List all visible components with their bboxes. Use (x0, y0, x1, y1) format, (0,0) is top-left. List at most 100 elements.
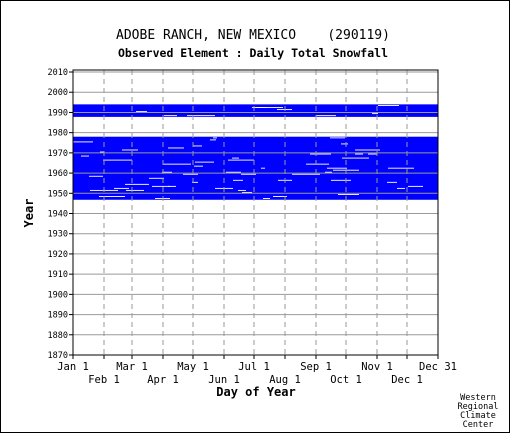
y-tick-label-1970: 1970 (48, 149, 68, 159)
x-tick-label-upper-0: Jan 1 (57, 361, 89, 373)
missing-gap (387, 181, 397, 183)
missing-gap (292, 173, 320, 175)
missing-gap (164, 115, 177, 117)
missing-gap (331, 179, 351, 181)
missing-gap (226, 171, 241, 173)
data-row-1975 (73, 140, 438, 144)
data-row-1951 (73, 189, 438, 192)
data-row-1971 (73, 148, 438, 152)
missing-gap (242, 191, 252, 193)
data-row-1969 (73, 152, 438, 156)
missing-gap (263, 198, 270, 199)
missing-gap (273, 196, 287, 197)
missing-gap (114, 187, 129, 189)
data-row-1965 (73, 160, 438, 164)
data-row-1958 (73, 175, 438, 178)
credit-line-3: Climate (460, 411, 496, 421)
y-tick-label-1880: 1880 (48, 331, 68, 341)
y-tick-label-2000: 2000 (48, 88, 68, 98)
missing-gap (126, 189, 144, 191)
missing-gap (162, 171, 172, 173)
data-row-1976 (73, 138, 438, 142)
missing-gap (213, 137, 217, 139)
missing-gap (125, 183, 149, 185)
missing-gap (316, 115, 336, 117)
missing-gap (187, 115, 215, 117)
data-row-1989 (73, 112, 438, 115)
missing-gap (261, 167, 265, 169)
missing-gap (152, 185, 170, 187)
data-row-1963 (73, 165, 438, 168)
missing-gap (99, 196, 125, 197)
missing-gap (168, 185, 176, 187)
missing-gap (168, 147, 184, 149)
y-tick-label-1870: 1870 (48, 351, 68, 361)
missing-gap (252, 107, 266, 108)
credit-line-1: Western (460, 393, 496, 403)
missing-gap (210, 139, 216, 141)
x-tick-label-upper-3: Jul 1 (238, 361, 270, 373)
x-tick-label-lower-4: Oct 1 (330, 374, 362, 386)
x-tick-label-lower-2: Jun 1 (208, 374, 240, 386)
x-tick-label-upper-2: May 1 (177, 361, 209, 373)
data-row-1968 (73, 154, 438, 158)
y-tick-label-1930: 1930 (48, 230, 68, 240)
missing-gap (368, 153, 377, 155)
missing-gap (330, 137, 345, 139)
missing-gap (256, 107, 283, 108)
y-tick-label-1910: 1910 (48, 270, 68, 280)
x-tick-label-lower-3: Aug 1 (269, 374, 301, 386)
data-row-1961 (73, 169, 438, 172)
y-tick-label-1950: 1950 (48, 189, 68, 199)
data-row-1949 (73, 193, 438, 196)
data-row-1991 (73, 108, 438, 111)
y-tick-label-1900: 1900 (48, 290, 68, 300)
data-row-1977 (73, 136, 438, 140)
data-row-1967 (73, 156, 438, 160)
missing-gap (228, 159, 254, 161)
missing-gap (355, 149, 380, 151)
data-row-1964 (73, 162, 438, 166)
missing-gap (341, 143, 348, 145)
missing-gap (232, 157, 239, 159)
data-row-1957 (73, 177, 438, 180)
data-row-1948 (73, 195, 438, 198)
missing-gap (388, 167, 414, 169)
data-row-1990 (73, 110, 438, 113)
missing-gap (378, 105, 399, 106)
data-row-1953 (73, 185, 438, 188)
missing-gap (100, 151, 104, 153)
data-row-1970 (73, 150, 438, 154)
missing-gap (89, 175, 103, 177)
chart-title: ADOBE RANCH, NEW MEXICO (290119) (116, 28, 390, 43)
missing-gap (81, 155, 89, 157)
missing-gap (103, 159, 132, 161)
data-row-1960 (73, 171, 438, 174)
x-tick-label-lower-1: Apr 1 (147, 374, 179, 386)
data-layer (73, 104, 438, 200)
y-axis-label: Year (22, 199, 36, 228)
missing-gap (327, 167, 347, 169)
data-row-1988 (73, 114, 438, 117)
plot-border (72, 69, 439, 356)
missing-gap (310, 153, 331, 155)
missing-gap (183, 173, 198, 175)
missing-gap (163, 163, 191, 165)
missing-gap (372, 113, 378, 115)
grid-layer (73, 70, 438, 355)
x-tick-label-upper-5: Nov 1 (361, 361, 393, 373)
missing-gap (355, 153, 363, 155)
x-tick-label-lower-0: Feb 1 (88, 374, 120, 386)
missing-gap (73, 141, 93, 143)
x-tick-label-lower-5: Dec 1 (391, 374, 423, 386)
chart-subtitle: Observed Element : Daily Total Snowfall (118, 46, 388, 60)
missing-gap (192, 181, 198, 183)
data-row-1954 (73, 183, 438, 186)
missing-gap (233, 179, 243, 181)
y-tick-label-1940: 1940 (48, 210, 68, 220)
data-row-1956 (73, 179, 438, 182)
missing-gap (241, 173, 256, 175)
missing-gap (306, 163, 329, 165)
